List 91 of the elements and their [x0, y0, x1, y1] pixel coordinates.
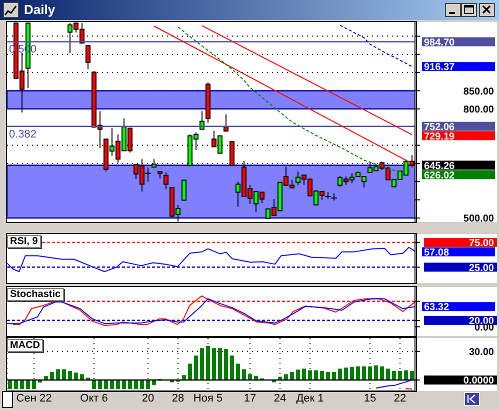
- bar: [248, 374, 252, 380]
- bar: [8, 380, 12, 390]
- bar: [296, 370, 300, 380]
- bar: [62, 369, 66, 380]
- bar: [92, 380, 96, 390]
- bar: [320, 370, 324, 380]
- bar: [32, 380, 36, 390]
- bar: [206, 346, 210, 380]
- chart-title: Stochastic: [7, 288, 64, 301]
- bar: [104, 380, 108, 390]
- x-tick-label: Дек 1: [296, 392, 324, 404]
- ref-line-label: 984.70: [424, 37, 456, 48]
- chart-title: RSI, 9: [7, 235, 41, 248]
- bar: [302, 368, 306, 380]
- data-label: 626.02: [424, 170, 456, 182]
- bar: [56, 369, 60, 380]
- line-series: [6, 298, 416, 324]
- bar: [326, 372, 330, 380]
- bar: [200, 348, 204, 380]
- bar: [146, 380, 150, 390]
- annotation: 0.382: [9, 128, 37, 140]
- bar: [26, 380, 30, 390]
- bar: [122, 380, 126, 390]
- line-series: [6, 246, 416, 272]
- bar: [368, 366, 372, 380]
- bar: [404, 370, 408, 380]
- bar: [236, 364, 240, 380]
- bar: [332, 372, 336, 380]
- y-tick-label: 0.0000: [463, 376, 494, 387]
- line-series: [376, 380, 412, 389]
- line-series: [340, 24, 412, 68]
- bar: [230, 356, 234, 380]
- bar: [242, 369, 246, 380]
- y-tick-label: 0.00: [474, 322, 494, 334]
- y-tick-label: 25.00: [468, 262, 494, 274]
- bar: [68, 370, 72, 380]
- bar: [338, 368, 342, 380]
- bar: [380, 366, 384, 380]
- x-tick-label: Окт 6: [80, 392, 108, 404]
- data-label: 63.32: [424, 302, 450, 314]
- bar: [314, 370, 318, 380]
- bar: [14, 380, 18, 390]
- x-tick-label: Ноя 5: [193, 392, 223, 404]
- chart-title: MACD: [7, 339, 43, 352]
- bar: [284, 374, 288, 380]
- bar: [212, 348, 216, 380]
- bar: [374, 365, 378, 380]
- bar: [362, 366, 366, 380]
- y-tick-label: 75.00: [468, 238, 494, 250]
- data-label: 916.37: [424, 62, 456, 74]
- bar: [356, 366, 360, 380]
- bar: [98, 380, 102, 390]
- text: 645.26: [424, 160, 455, 172]
- y-tick-label: 500.00: [463, 214, 494, 225]
- bar: [140, 380, 144, 390]
- x-tick-label: 24: [274, 392, 286, 404]
- bar: [74, 372, 78, 380]
- bar: [350, 367, 354, 380]
- bar: [410, 370, 414, 380]
- bar: [50, 372, 54, 380]
- bar: [188, 364, 192, 380]
- y-tick-label: 30.00: [468, 346, 494, 358]
- chart-title: Daily: [24, 2, 56, 17]
- bar: [194, 356, 198, 380]
- data-label: 729.19: [424, 131, 456, 142]
- candlestick: [182, 180, 186, 201]
- x-tick-label: 20: [142, 392, 154, 404]
- data-label: 57.08: [424, 247, 450, 258]
- bar: [20, 380, 24, 390]
- bar: [128, 380, 132, 390]
- bar: [386, 368, 390, 380]
- bar: [308, 370, 312, 380]
- y-tick-label: 800.00: [463, 104, 494, 116]
- bar: [224, 349, 228, 380]
- bar: [290, 372, 294, 380]
- bar: [218, 348, 222, 380]
- bar: [344, 368, 348, 380]
- bar: [134, 380, 138, 390]
- x-tick-label: 15: [364, 392, 376, 404]
- bar: [392, 370, 396, 380]
- bar: [110, 380, 114, 390]
- x-tick-label: 22: [394, 392, 406, 404]
- x-tick-label: 17: [244, 392, 256, 404]
- bar: [116, 380, 120, 390]
- y-tick-label: 850.00: [463, 86, 494, 98]
- ref-line-label: 752.06: [424, 122, 456, 133]
- bar: [80, 374, 84, 380]
- x-tick-label: Сен 22: [16, 392, 52, 404]
- candlestick: [164, 172, 168, 190]
- x-tick-label: 28: [172, 392, 184, 404]
- bar: [398, 370, 402, 380]
